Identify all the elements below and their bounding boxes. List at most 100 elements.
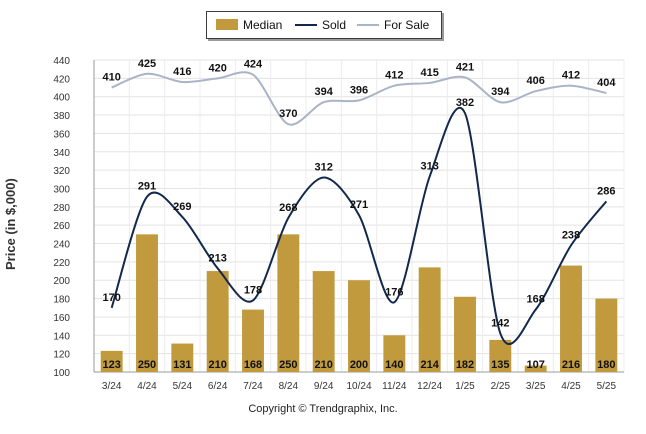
- y-tick-label: 280: [53, 203, 70, 214]
- data-label-median: 250: [138, 359, 156, 371]
- data-label-median: 210: [208, 359, 226, 371]
- data-label-median: 250: [279, 359, 297, 371]
- data-label-median: 214: [420, 359, 439, 371]
- legend-swatch-sold: [295, 24, 317, 26]
- y-tick-label: 120: [53, 350, 70, 361]
- series-line-for-sale: [111, 71, 607, 126]
- data-label-sold: 271: [350, 199, 368, 211]
- legend-item-for-sale: For Sale: [357, 18, 429, 32]
- x-tick-label: 9/24: [314, 381, 334, 392]
- y-tick-label: 340: [53, 148, 70, 159]
- bar-median: [383, 335, 406, 372]
- x-tick-label: 12/24: [417, 381, 442, 392]
- x-tick-label: 4/24: [137, 381, 157, 392]
- data-label-for-sale: 410: [102, 72, 120, 84]
- x-tick-label: 4/25: [561, 381, 581, 392]
- bar-median: [171, 343, 194, 372]
- data-label-for-sale: 416: [173, 66, 191, 78]
- bar-median: [206, 271, 229, 372]
- legend-item-sold: Sold: [295, 18, 346, 32]
- data-label-sold: 213: [208, 252, 226, 264]
- data-label-sold: 286: [597, 185, 615, 197]
- data-label-for-sale: 394: [314, 86, 333, 98]
- data-label-median: 123: [102, 359, 120, 371]
- y-tick-label: 240: [53, 240, 70, 251]
- y-tick-label: 400: [53, 93, 70, 104]
- y-axis-label: Price (in $,000): [3, 178, 18, 270]
- data-label-for-sale: 424: [244, 59, 263, 71]
- data-label-sold: 170: [102, 292, 120, 304]
- bar-median: [100, 350, 123, 372]
- y-tick-label: 140: [53, 331, 70, 342]
- copyright-text: Copyright © Trendgraphix, Inc.: [248, 403, 398, 415]
- bar-median: [489, 339, 512, 372]
- data-label-median: 216: [562, 359, 580, 371]
- data-label-for-sale: 394: [491, 86, 510, 98]
- x-tick-label: 11/24: [382, 381, 407, 392]
- x-tick-label: 8/24: [279, 381, 299, 392]
- bar-median: [560, 265, 582, 372]
- y-tick-label: 220: [53, 258, 70, 269]
- x-tick-label: 7/24: [243, 381, 263, 392]
- bar-median: [595, 298, 618, 372]
- data-label-sold: 313: [420, 161, 438, 173]
- data-label-sold: 269: [173, 201, 191, 213]
- data-label-sold: 382: [456, 97, 474, 109]
- legend-label-for-sale: For Sale: [384, 18, 430, 32]
- data-label-median: 180: [597, 359, 615, 371]
- data-label-median: 168: [244, 359, 262, 371]
- bar-median: [454, 296, 476, 372]
- x-tick-label: 1/25: [455, 381, 475, 392]
- bar-median: [348, 280, 370, 372]
- x-tick-label: 5/25: [597, 381, 617, 392]
- bar-median: [418, 267, 441, 372]
- bar-median: [242, 309, 264, 372]
- x-tick-label: 5/24: [173, 381, 193, 392]
- data-label-sold: 238: [562, 229, 580, 241]
- bar-median: [312, 271, 335, 372]
- y-tick-label: 420: [53, 74, 70, 85]
- data-label-for-sale: 421: [456, 61, 474, 73]
- data-label-median: 135: [491, 359, 509, 371]
- legend-label-median: Median: [243, 18, 283, 32]
- data-label-sold: 291: [138, 181, 156, 193]
- x-tick-label: 2/25: [491, 381, 511, 392]
- y-tick-label: 300: [53, 184, 70, 195]
- data-label-median: 131: [173, 359, 191, 371]
- data-label-sold: 312: [314, 161, 332, 173]
- data-label-median: 210: [314, 359, 332, 371]
- data-label-sold: 176: [385, 286, 403, 298]
- data-label-for-sale: 406: [526, 75, 544, 87]
- data-label-sold: 178: [244, 284, 262, 296]
- bar-median: [277, 234, 300, 372]
- legend: Median Sold For Sale: [206, 11, 442, 39]
- data-label-median: 200: [350, 359, 368, 371]
- y-tick-label: 440: [53, 56, 70, 67]
- x-tick-label: 10/24: [346, 381, 371, 392]
- data-label-for-sale: 396: [350, 84, 368, 96]
- y-tick-label: 160: [53, 313, 70, 324]
- legend-swatch-median: [216, 19, 238, 30]
- legend-item-median: Median: [216, 18, 282, 32]
- y-tick-label: 200: [53, 276, 70, 287]
- bar-median: [136, 234, 158, 372]
- y-tick-label: 260: [53, 221, 70, 232]
- x-tick-label: 3/25: [526, 381, 546, 392]
- y-tick-label: 360: [53, 129, 70, 140]
- data-label-sold: 142: [491, 317, 509, 329]
- data-label-for-sale: 412: [562, 70, 580, 82]
- series-line-sold: [110, 106, 608, 345]
- data-label-for-sale: 412: [385, 70, 403, 82]
- bar-median: [524, 365, 547, 372]
- data-label-median: 140: [385, 359, 403, 371]
- data-label-for-sale: 415: [420, 67, 438, 79]
- y-tick-label: 320: [53, 166, 70, 177]
- x-tick-label: 6/24: [208, 381, 228, 392]
- y-tick-label: 100: [53, 368, 70, 379]
- x-tick-label: 3/24: [102, 381, 122, 392]
- legend-swatch-for-sale: [357, 24, 379, 26]
- data-label-for-sale: 404: [597, 77, 616, 89]
- data-label-sold: 168: [526, 294, 544, 306]
- legend-label-sold: Sold: [322, 18, 347, 32]
